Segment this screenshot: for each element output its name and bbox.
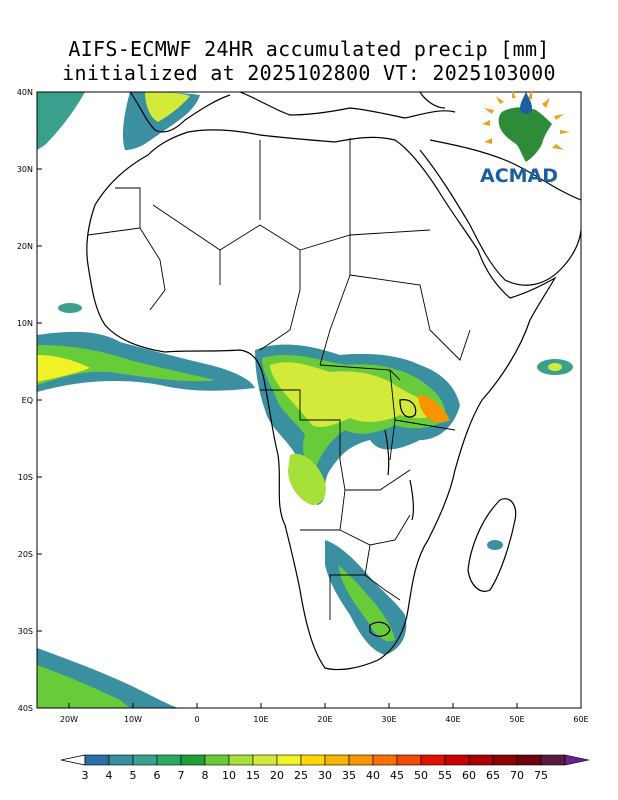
lake-malawi xyxy=(409,479,415,521)
colorbar-label: 6 xyxy=(154,769,161,782)
lon-tick-label: 20W xyxy=(60,715,78,724)
colorbar-label: 45 xyxy=(390,769,404,782)
colorbar-under-arrow xyxy=(60,754,86,766)
precip-area-atlantic-core xyxy=(37,345,215,385)
lat-tick-label: 10S xyxy=(18,473,33,482)
colorbar-swatch xyxy=(468,754,494,766)
arabia-coastline xyxy=(419,139,581,286)
colorbar-label: 8 xyxy=(202,769,209,782)
colorbar-label: 40 xyxy=(366,769,380,782)
colorbar-label: 5 xyxy=(130,769,137,782)
lon-tick-label: 40E xyxy=(445,715,460,724)
colorbar-label: 20 xyxy=(270,769,284,782)
madagascar-coastline xyxy=(467,498,517,592)
colorbar-swatch xyxy=(276,754,302,766)
lat-tick-label: 30S xyxy=(18,627,33,636)
precip-area-angola xyxy=(288,453,326,505)
lat-tick-label: EQ xyxy=(22,396,33,405)
lesotho-border xyxy=(369,621,391,637)
precip-area-south-atlantic-core xyxy=(37,665,130,708)
colorbar-label: 4 xyxy=(106,769,113,782)
colorbar-label: 75 xyxy=(534,769,548,782)
precip-area-morocco-coast xyxy=(37,92,85,150)
acmad-logo: ACMAD xyxy=(480,90,570,187)
chart-title-line2: initialized at 2025102800 VT: 2025103000 xyxy=(62,61,556,85)
colorbar-label: 15 xyxy=(246,769,260,782)
colorbar-swatch xyxy=(132,754,158,766)
lat-axis: 40N 30N 20N 10N EQ 10S 20S 30S 40S xyxy=(17,88,42,713)
lake-victoria xyxy=(399,399,417,418)
colorbar-swatch xyxy=(180,754,206,766)
chart-title-line1: AIFS-ECMWF 24HR accumulated precip [mm] xyxy=(68,37,550,61)
colorbar-swatch xyxy=(324,754,350,766)
colorbar-swatch xyxy=(108,754,134,766)
lat-tick-label: 20S xyxy=(18,550,33,559)
colorbar-swatch xyxy=(444,754,470,766)
colorbar-label: 50 xyxy=(414,769,428,782)
colorbar-swatch xyxy=(420,754,446,766)
colorbar-swatch xyxy=(396,754,422,766)
colorbar-swatch xyxy=(348,754,374,766)
colorbar-swatch xyxy=(516,754,542,766)
colorbar-label: 3 xyxy=(82,769,89,782)
precip-area-indian-ocean-core xyxy=(548,363,562,371)
colorbar-swatch xyxy=(372,754,398,766)
colorbar-label: 25 xyxy=(294,769,308,782)
precip-area-lake-victoria-max xyxy=(418,395,450,423)
lon-axis: 20W 10W 0 10E 20E 30E 40E 50E 60E xyxy=(60,703,589,724)
europe-coastline xyxy=(129,92,456,133)
precip-area-nw-atlantic xyxy=(58,303,82,313)
precip-field xyxy=(37,92,573,708)
precip-area-atlantic-max xyxy=(37,355,90,382)
colorbar-label: 7 xyxy=(178,769,185,782)
precip-area-iberia-core xyxy=(145,92,190,122)
coastlines xyxy=(86,92,581,671)
africa-logo-icon xyxy=(498,107,552,162)
precip-area-mozambique xyxy=(487,540,503,550)
colorbar-label: 10 xyxy=(222,769,236,782)
lat-tick-label: 20N xyxy=(17,242,33,251)
lon-tick-label: 60E xyxy=(573,715,588,724)
lon-tick-label: 10W xyxy=(124,715,142,724)
acmad-logo-text: ACMAD xyxy=(480,165,558,187)
colorbar-swatch xyxy=(540,754,566,766)
lon-tick-label: 10E xyxy=(253,715,268,724)
colorbar-swatch xyxy=(156,754,182,766)
lat-tick-label: 40S xyxy=(18,704,33,713)
colorbar: 3 4 5 6 7 8 10 15 20 25 30 35 40 45 50 55 60 65 70 75 xyxy=(60,754,590,782)
colorbar-label: 55 xyxy=(438,769,452,782)
country-borders xyxy=(87,138,471,620)
colorbar-swatch xyxy=(204,754,230,766)
lat-tick-label: 10N xyxy=(17,319,33,328)
colorbar-label: 70 xyxy=(510,769,524,782)
sun-rays-icon xyxy=(482,90,570,150)
water-drop-icon xyxy=(520,92,532,114)
colorbar-swatch xyxy=(252,754,278,766)
colorbar-label: 35 xyxy=(342,769,356,782)
colorbar-swatch xyxy=(228,754,254,766)
colorbar-swatch xyxy=(492,754,518,766)
precip-area-congo-high xyxy=(270,362,440,428)
colorbar-label: 65 xyxy=(486,769,500,782)
lon-tick-label: 50E xyxy=(509,715,524,724)
lat-tick-label: 40N xyxy=(17,88,33,97)
colorbar-swatch xyxy=(84,754,110,766)
lon-tick-label: 0 xyxy=(194,715,199,724)
colorbar-over-arrow xyxy=(564,754,590,766)
precip-area-iberia xyxy=(122,92,200,150)
lake-tanganyika xyxy=(384,429,390,476)
lon-tick-label: 20E xyxy=(317,715,332,724)
colorbar-swatch xyxy=(300,754,326,766)
lon-tick-label: 30E xyxy=(381,715,396,724)
colorbar-label: 60 xyxy=(462,769,476,782)
africa-coastline xyxy=(86,129,557,671)
lat-tick-label: 30N xyxy=(17,165,33,174)
colorbar-label: 30 xyxy=(318,769,332,782)
